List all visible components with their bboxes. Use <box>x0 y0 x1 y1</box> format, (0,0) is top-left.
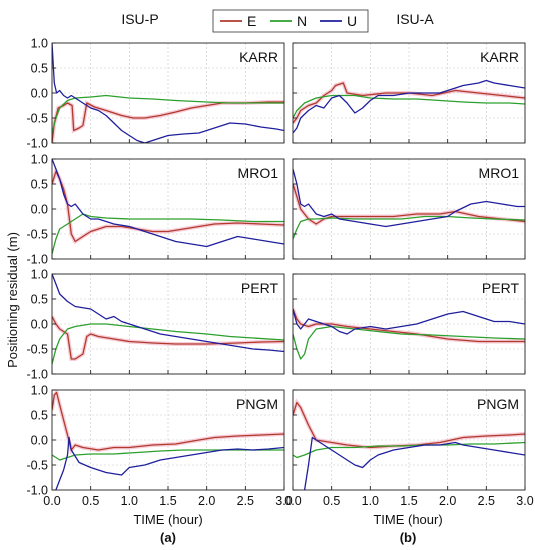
legend-label-u: U <box>347 13 357 29</box>
y-tick-label: 1.0 <box>31 153 48 167</box>
y-tick-label: -0.5 <box>26 112 48 126</box>
station-label: PNGM <box>236 396 278 412</box>
series-line-e <box>52 391 284 451</box>
y-tick-label: 0.5 <box>31 409 48 423</box>
x-tick-label: 1.5 <box>159 494 176 508</box>
series-line-u <box>293 79 525 134</box>
x-axis-label-left: TIME (hour) <box>133 512 202 527</box>
series-line-u <box>52 43 284 143</box>
y-tick-label: 1.0 <box>31 37 48 51</box>
x-tick-label: 0.5 <box>82 494 99 508</box>
series-line-n <box>293 441 525 459</box>
y-tick-label: 1.0 <box>31 268 48 282</box>
y-tick-label: -0.5 <box>26 459 48 473</box>
figure-header: ISU-P ISU-A E N U <box>121 9 434 33</box>
column-title-isu-p: ISU-P <box>121 11 158 27</box>
y-tick-label: 1.0 <box>31 384 48 398</box>
panel-isu-a-karr: KARR <box>292 42 526 144</box>
y-tick-label: 0.0 <box>31 87 48 101</box>
x-tick-label: 2.0 <box>439 494 456 508</box>
x-tick-label: 3.0 <box>275 494 292 508</box>
panel-isu-a-pngm: PNGM 0.0 0.5 1.0 1.5 2.0 2.5 3.0 <box>284 389 534 508</box>
station-label: MRO1 <box>479 165 520 181</box>
y-tick-label: -1.0 <box>26 137 48 151</box>
legend-label-n: N <box>297 13 307 29</box>
series-line-e <box>52 170 284 243</box>
x-tick-label: 1.0 <box>121 494 138 508</box>
series-line-u <box>52 159 284 248</box>
series-line-u <box>293 308 525 335</box>
series-line-e <box>293 183 525 225</box>
y-axis-label: Positioning residual (m) <box>5 232 20 368</box>
x-tick-label: 2.5 <box>478 494 495 508</box>
x-tick-label: 3.0 <box>516 494 533 508</box>
panel-isu-a-pert: PERT <box>292 273 526 375</box>
y-tick-label: -1.0 <box>26 484 48 498</box>
station-label: MRO1 <box>238 165 279 181</box>
x-tick-label: 1.0 <box>362 494 379 508</box>
panel-isu-p-mro1: MRO1 1.0 0.5 0.0 -0.5 -1.0 <box>26 153 285 267</box>
series-line-n <box>293 215 525 240</box>
series-line-u <box>52 274 284 353</box>
x-tick-label: 0.5 <box>323 494 340 508</box>
y-tick-label: -0.5 <box>26 228 48 242</box>
legend-label-e: E <box>247 13 256 29</box>
series-line-n <box>293 94 525 119</box>
station-label: KARR <box>480 49 519 65</box>
series-line-e <box>52 101 284 143</box>
x-tick-label: 0.0 <box>284 494 301 508</box>
series-line-n <box>293 325 525 360</box>
x-tick-label: 2.5 <box>237 494 254 508</box>
y-tick-label: 0.0 <box>31 203 48 217</box>
station-label: PNGM <box>477 396 519 412</box>
x-tick-label: 2.0 <box>198 494 215 508</box>
y-tick-label: 0.5 <box>31 62 48 76</box>
series-line-n <box>52 323 284 365</box>
series-line-e <box>293 401 525 449</box>
column-title-isu-a: ISU-A <box>396 11 434 27</box>
series-line-u <box>55 436 284 490</box>
x-tick-label: 0.0 <box>43 494 60 508</box>
y-tick-label: -1.0 <box>26 253 48 267</box>
y-tick-label: -0.5 <box>26 343 48 357</box>
y-tick-label: 0.0 <box>31 434 48 448</box>
panel-tag-b: (b) <box>400 530 417 545</box>
series-line-e <box>52 316 284 360</box>
series-line-u <box>293 168 525 228</box>
panels: KARR 1.0 0.5 0.0 -0.5 -1.0 KARR MRO1 1.0 0.5 0.0 -0… <box>26 37 533 509</box>
station-label: PERT <box>241 280 279 296</box>
series-line-n <box>52 94 284 134</box>
x-tick-label: 1.5 <box>400 494 417 508</box>
panel-isu-p-pert: PERT 1.0 0.5 0.0 -0.5 -1.0 <box>26 268 285 382</box>
panel-tag-a: (a) <box>160 530 176 545</box>
series-line-e <box>293 82 525 124</box>
station-label: PERT <box>482 280 520 296</box>
y-tick-label: -1.0 <box>26 368 48 382</box>
series-line-u <box>303 436 525 490</box>
panel-isu-p-karr: KARR 1.0 0.5 0.0 -0.5 -1.0 <box>26 37 285 151</box>
y-tick-label: 0.5 <box>31 293 48 307</box>
y-tick-label: 0.0 <box>31 318 48 332</box>
station-label: KARR <box>239 49 278 65</box>
x-axis-label-right: TIME (hour) <box>373 512 442 527</box>
y-tick-label: 0.5 <box>31 178 48 192</box>
series-line-n <box>52 213 284 255</box>
panel-isu-a-mro1: MRO1 <box>292 158 526 260</box>
